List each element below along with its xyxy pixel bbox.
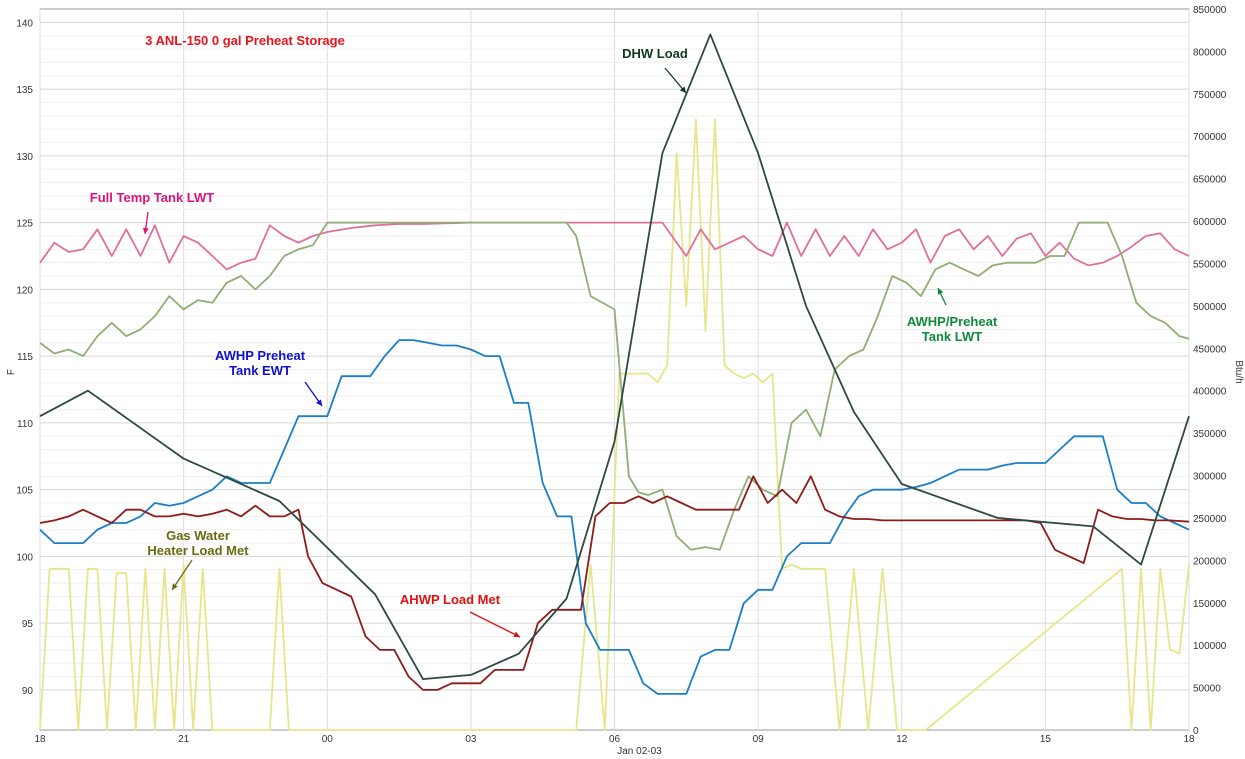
annotation-arrow [469, 611, 521, 638]
annotation-line: AHWP Load Met [400, 592, 501, 607]
chart-title: 3 ANL-150 0 gal Preheat Storage [145, 33, 345, 48]
annotation-line: AWHP/Preheat [907, 314, 998, 329]
y-tick-label: 115 [17, 352, 33, 363]
y-axis-label: F [6, 369, 17, 375]
annotation-arrow [304, 381, 323, 407]
y2-tick-label: 700000 [1193, 132, 1227, 143]
y2-tick-label: 150000 [1193, 599, 1227, 610]
y2-tick-label: 850000 [1193, 5, 1227, 16]
y2-tick-label: 300000 [1193, 472, 1227, 483]
y2-tick-label: 100000 [1193, 641, 1227, 652]
annotation-line: Gas Water [166, 528, 230, 543]
y-tick-label: 90 [22, 686, 34, 697]
y2-tick-label: 550000 [1193, 259, 1227, 270]
y2-tick-label: 500000 [1193, 302, 1227, 313]
y2-tick-label: 200000 [1193, 556, 1227, 567]
annotation-label: AHWP Load Met [400, 592, 501, 607]
series-line-full-temp-tank-lwt [39, 221, 1190, 271]
annotation-line: DHW Load [622, 46, 688, 61]
y2-tick-label: 800000 [1193, 47, 1227, 58]
y2-tick-label: 600000 [1193, 217, 1227, 228]
grid-lines [39, 8, 1190, 731]
y-tick-label: 105 [16, 486, 33, 497]
annotation-line: Tank LWT [922, 329, 982, 344]
y-tick-label: 140 [16, 18, 33, 29]
x-tick-label: 21 [178, 734, 190, 745]
annotation-label: Full Temp Tank LWT [90, 190, 215, 205]
series-line-ahwp-load-met [39, 475, 1190, 691]
series-lines [39, 33, 1190, 731]
x-tick-label: 12 [896, 734, 908, 745]
y2-tick-label: 0 [1193, 726, 1199, 737]
y-tick-label: 110 [17, 419, 33, 430]
annotation-arrow [664, 67, 687, 94]
y2-tick-label: 50000 [1193, 684, 1221, 695]
annotation-arrow [937, 287, 947, 306]
series-line-awhp-preheat-tank-lwt [39, 221, 1190, 551]
annotation-line: AWHP Preheat [215, 348, 306, 363]
y-tick-label: 100 [16, 552, 33, 563]
y-tick-label: 135 [16, 85, 33, 96]
annotation-label: DHW Load [622, 46, 688, 61]
y-tick-label: 125 [16, 219, 33, 230]
y2-tick-label: 650000 [1193, 175, 1227, 186]
annotation-line: Tank EWT [229, 363, 291, 378]
x-tick-label: 00 [322, 734, 334, 745]
annotation-label: AWHP/Preheat Tank LWT [907, 314, 998, 344]
annotation-line: Heater Load Met [147, 543, 249, 558]
y-tick-label: 95 [22, 619, 34, 630]
y2-axis-label: Btu/h [1233, 360, 1244, 383]
x-tick-label: 09 [753, 734, 765, 745]
x-axis-label: Jan 02-03 [617, 746, 662, 757]
x-tick-label: 18 [34, 734, 46, 745]
y-tick-label: 130 [16, 152, 33, 163]
annotation-arrow [142, 211, 149, 235]
y2-tick-label: 750000 [1193, 90, 1227, 101]
annotation-label: Gas Water Heater Load Met [147, 528, 249, 558]
annotation-label: AWHP Preheat Tank EWT [215, 348, 306, 378]
x-tick-label: 03 [465, 734, 477, 745]
x-tick-label: 15 [1040, 734, 1052, 745]
y2-tick-label: 450000 [1193, 344, 1227, 355]
annotation-arrow [171, 559, 193, 591]
x-tick-label: 18 [1183, 734, 1195, 745]
series-line-gas-water-heater-load-met [39, 118, 1190, 731]
y2-tick-label: 250000 [1193, 514, 1227, 525]
x-tick-label: 06 [609, 734, 621, 745]
series-line-dhw-load [39, 33, 1190, 680]
axes: 18 21 00 03 06 09 12 15 18 90 95 100 105 110 115 120 125… [6, 5, 1244, 757]
series-line-awhp-preheat-tank-ewt [39, 339, 1190, 695]
y2-tick-label: 350000 [1193, 429, 1227, 440]
annotation-line: Full Temp Tank LWT [90, 190, 215, 205]
y-tick-label: 120 [16, 285, 33, 296]
y2-tick-label: 400000 [1193, 387, 1227, 398]
